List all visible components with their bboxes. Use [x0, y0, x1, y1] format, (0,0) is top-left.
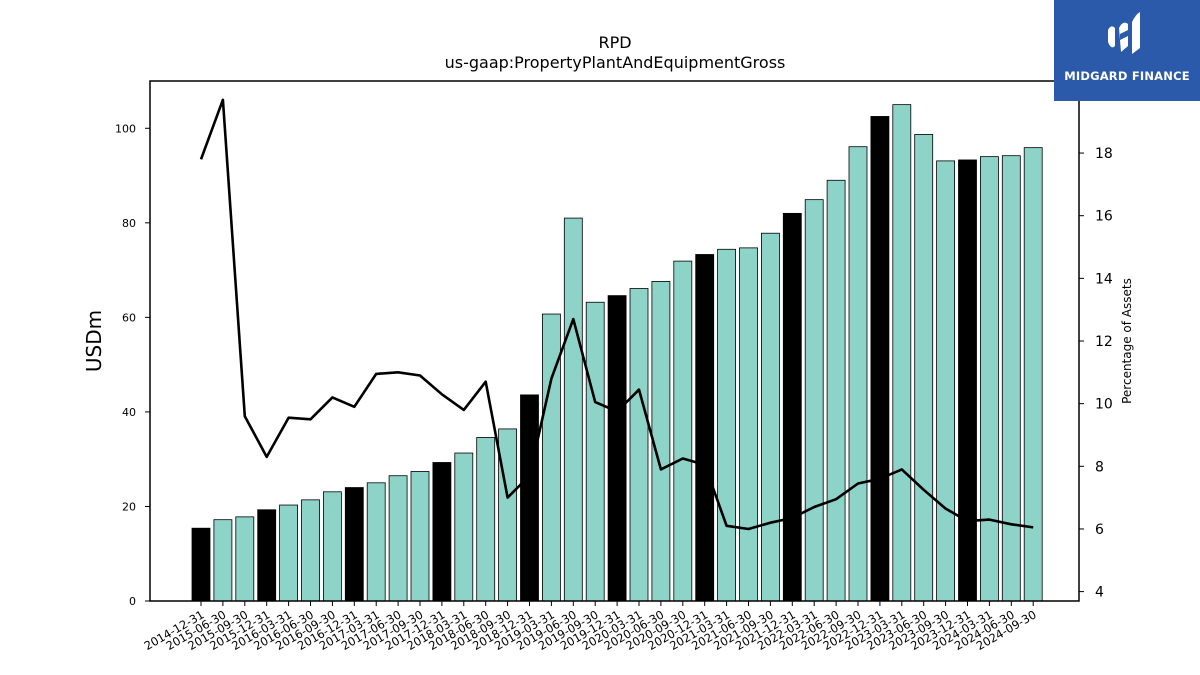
bar-2015-09-30 — [235, 516, 255, 602]
bar-2018-12-31 — [520, 394, 539, 602]
bar-2023-03-31 — [892, 104, 912, 602]
chart-subtitle: us-gaap:PropertyPlantAndEquipmentGross — [445, 53, 786, 72]
bar-2019-06-30 — [563, 217, 583, 602]
bar-2022-03-31 — [804, 199, 824, 602]
y-tick-label: 60 — [122, 311, 136, 324]
y2-tick-label: 6 — [1095, 522, 1104, 538]
bar-2023-09-30 — [936, 160, 955, 602]
y2-tick-label: 16 — [1095, 209, 1113, 225]
y2-tick-label: 8 — [1095, 459, 1104, 475]
bar-2022-09-30 — [848, 146, 868, 602]
midgard-finance-logo: MIDGARD FINANCE — [1054, 0, 1200, 101]
bar-2019-03-31 — [542, 313, 561, 602]
y-tick-label: 80 — [122, 217, 136, 230]
x-axis: 2014-12-312015-06-302015-09-302015-12-31… — [142, 601, 1039, 653]
bar-2024-03-31 — [980, 156, 999, 602]
bar-2020-06-30 — [651, 281, 671, 602]
bar-2021-06-30 — [739, 247, 758, 602]
bars-group — [191, 104, 1043, 602]
bar-2019-09-30 — [585, 301, 605, 602]
bar-2021-09-30 — [761, 232, 780, 602]
y-tick-label: 0 — [129, 595, 136, 608]
bar-2016-06-30 — [301, 499, 320, 602]
bar-2017-06-30 — [388, 475, 408, 602]
bar-2021-03-31 — [717, 248, 736, 602]
bar-2020-03-31 — [629, 288, 649, 602]
bar-2020-09-30 — [673, 260, 693, 602]
bar-2023-06-30 — [914, 134, 934, 602]
y-tick-label: 20 — [122, 500, 136, 513]
percentage-line — [199, 98, 1034, 531]
bar-2017-03-31 — [366, 482, 386, 602]
bar-2016-03-31 — [279, 504, 299, 602]
line-group — [199, 98, 1034, 531]
y-tick-label: 100 — [115, 122, 136, 135]
y2-axis-label: Percentage of Assets — [1120, 278, 1134, 404]
bar-2017-09-30 — [410, 471, 430, 602]
y2-tick-label: 14 — [1095, 271, 1113, 287]
bar-2022-06-30 — [826, 179, 846, 602]
y-axis: 0 20 40 60 80 100 — [115, 122, 150, 608]
bar-2016-12-31 — [344, 487, 364, 602]
bar-2018-09-30 — [498, 428, 518, 602]
bar-2016-09-30 — [322, 491, 342, 602]
y2-tick-label: 10 — [1095, 397, 1113, 413]
midgard-logo-icon — [1108, 12, 1140, 54]
bar-2015-06-30 — [213, 519, 233, 602]
bar-2020-12-31 — [695, 254, 715, 602]
y2-tick-label: 12 — [1095, 334, 1113, 350]
bar-2022-12-31 — [870, 116, 890, 602]
bar-2024-09-30 — [1023, 147, 1043, 602]
bar-2024-06-30 — [1001, 155, 1021, 602]
bar-2018-03-31 — [454, 452, 474, 602]
bar-2018-06-30 — [476, 437, 496, 602]
chart-title: RPD — [598, 33, 631, 52]
logo-text: MIDGARD FINANCE — [1064, 69, 1190, 83]
bar-2014-12-31 — [191, 527, 211, 602]
y2-tick-label: 4 — [1095, 585, 1104, 601]
bar-2017-12-31 — [432, 462, 452, 602]
y2-axis: 4 6 8 10 12 14 16 18 — [1079, 146, 1113, 601]
bar-2015-12-31 — [257, 509, 277, 602]
y2-tick-label: 18 — [1095, 146, 1113, 162]
bar-2021-12-31 — [782, 212, 802, 602]
bar-2023-12-31 — [958, 159, 977, 602]
y-axis-label: USDm — [82, 310, 106, 372]
bar-2019-12-31 — [607, 295, 627, 602]
y-tick-label: 40 — [122, 406, 136, 419]
